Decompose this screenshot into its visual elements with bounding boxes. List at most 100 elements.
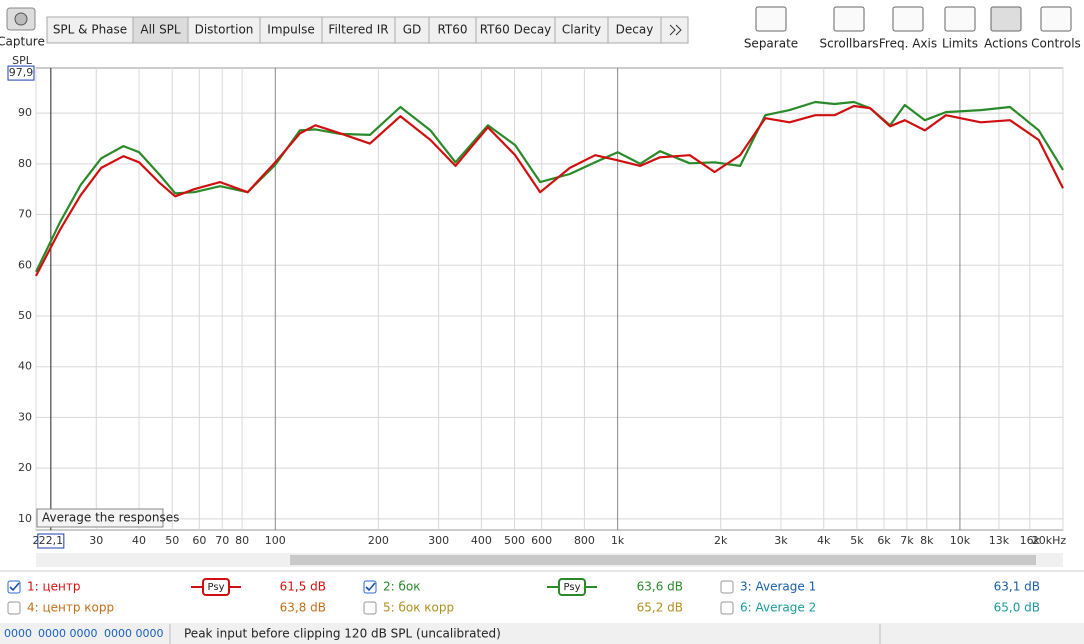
tab-label: Decay xyxy=(616,23,654,37)
status-bar xyxy=(0,623,1084,644)
button-label: Freq. Axis xyxy=(879,37,937,51)
cursor-y-box xyxy=(7,65,35,81)
x-tick-label: 5k xyxy=(850,534,864,547)
toolbar-button[interactable]: Freq. Axis xyxy=(879,6,937,51)
toolbar-button[interactable]: Actions xyxy=(984,6,1028,51)
checkbox[interactable] xyxy=(720,580,734,594)
x-tick-label: 30 xyxy=(89,534,103,547)
trace-level: 63,8 dB xyxy=(280,601,326,615)
smoothing-label: Psy xyxy=(208,582,225,593)
tab[interactable]: GD xyxy=(394,16,430,44)
x-tick-label: 8k xyxy=(920,534,934,547)
x-tick-label: 500 xyxy=(504,534,525,547)
button-label: Scrollbars xyxy=(819,37,878,51)
tab[interactable]: RT60 xyxy=(428,16,477,44)
tab[interactable]: All SPL xyxy=(132,16,189,44)
legend-entry[interactable]: 4: центр корр 63,8 dB xyxy=(7,601,326,615)
y-tick-label: 10 xyxy=(18,512,32,525)
checkmark xyxy=(9,582,20,592)
trace-level: 65,0 dB xyxy=(994,601,1040,615)
button-icon xyxy=(1040,6,1072,32)
button-label: Controls xyxy=(1031,37,1081,51)
x-tick-label: 3k xyxy=(774,534,788,547)
toolbar-button[interactable]: Controls xyxy=(1031,6,1081,51)
trace-level: 61,5 dB xyxy=(280,580,326,594)
trace-level: 65,2 dB xyxy=(637,601,683,615)
checkmark xyxy=(365,582,376,592)
tab-label: All SPL xyxy=(140,23,181,37)
trace-name: 3: Average 1 xyxy=(740,580,816,594)
cursor-y-label: 97,9 xyxy=(9,66,34,79)
tab-box xyxy=(132,16,189,44)
plot: 10 20 30 40 50 60 70 80 90 2 30 40 50 60 70 80 100 200 300… xyxy=(7,65,1067,549)
plot-area xyxy=(35,67,1064,531)
legend: 1: центр Psy 61,5 dB 2: бок Psy 63,6 dB 3: Ave… xyxy=(7,578,1040,615)
status-counter: 0000 0000 xyxy=(104,627,164,640)
toolbar-button[interactable]: Separate xyxy=(744,6,798,51)
button-label: Limits xyxy=(942,37,978,51)
button-icon xyxy=(892,6,924,32)
tab-box xyxy=(259,16,323,44)
checkbox[interactable] xyxy=(363,580,377,594)
tab-box xyxy=(394,16,430,44)
capture-button[interactable]: Capture xyxy=(0,7,45,49)
x-tick-label: 70 xyxy=(215,534,229,547)
x-tick-label: 60 xyxy=(192,534,206,547)
checkbox[interactable] xyxy=(363,601,377,615)
capture-label: Capture xyxy=(0,35,45,49)
x-tick-label: 2 xyxy=(33,534,40,547)
button-icon xyxy=(755,6,787,32)
smoothing-box xyxy=(558,578,586,596)
legend-entry[interactable]: 1: центр Psy 61,5 dB xyxy=(7,578,326,596)
tab[interactable]: RT60 Decay xyxy=(475,16,556,44)
y-tick-label: 60 xyxy=(18,258,32,271)
tab-box xyxy=(46,16,134,44)
tab-bar: SPL & Phase All SPL Distortion Impulse Filte… xyxy=(46,16,662,44)
x-tick-label: 10k xyxy=(950,534,971,547)
tab-label: Impulse xyxy=(267,23,314,37)
x-tick-label: 16k xyxy=(1020,534,1041,547)
trace-name: 5: бок корр xyxy=(383,601,454,615)
checkbox[interactable] xyxy=(7,601,21,615)
x-tick-label: 1k xyxy=(611,534,625,547)
tab-box xyxy=(475,16,556,44)
y-tick-label: 90 xyxy=(18,106,32,119)
y-tick-label: 40 xyxy=(18,360,32,373)
x-tick-label: 20kHz xyxy=(1032,534,1067,547)
status-counter: 0000 0000 xyxy=(38,627,98,640)
tab-box xyxy=(321,16,396,44)
more-tabs[interactable] xyxy=(660,16,689,44)
tab-label: SPL & Phase xyxy=(53,23,127,37)
toolbar-button[interactable]: Scrollbars xyxy=(819,6,879,51)
legend-entry[interactable]: 3: Average 1 63,1 dB xyxy=(720,580,1040,594)
x-tick-label: 40 xyxy=(132,534,146,547)
checkbox[interactable] xyxy=(7,580,21,594)
x-tick-label: 6k xyxy=(877,534,891,547)
tab-label: RT60 Decay xyxy=(480,23,552,37)
trace-name: 6: Average 2 xyxy=(740,601,816,615)
legend-entry[interactable]: 6: Average 2 65,0 dB xyxy=(720,601,1040,615)
tab[interactable]: Distortion xyxy=(187,16,261,44)
tab[interactable]: Decay xyxy=(607,16,662,44)
toolbar-button[interactable]: Limits xyxy=(942,6,978,51)
y-tick-label: 80 xyxy=(18,157,32,170)
trace-name: 2: бок xyxy=(383,580,420,594)
y-tick-label: 20 xyxy=(18,461,32,474)
y-tick-label: 70 xyxy=(18,208,32,221)
trace-level: 63,1 dB xyxy=(994,580,1040,594)
legend-entry[interactable]: 2: бок Psy 63,6 dB xyxy=(363,578,683,596)
tab[interactable]: SPL & Phase xyxy=(46,16,134,44)
legend-entry[interactable]: 5: бок корр 65,2 dB xyxy=(363,601,683,615)
button-icon xyxy=(990,6,1022,32)
checkbox[interactable] xyxy=(720,601,734,615)
tab-label: GD xyxy=(403,23,422,37)
scrollbar-thumb[interactable] xyxy=(290,555,1036,565)
tab-label: Distortion xyxy=(195,23,254,37)
x-tick-label: 80 xyxy=(235,534,249,547)
y-axis-label: SPL xyxy=(12,54,33,67)
tab[interactable]: Filtered IR xyxy=(321,16,396,44)
tab[interactable]: Impulse xyxy=(259,16,323,44)
tab-label: Clarity xyxy=(562,23,601,37)
y-tick-label: 30 xyxy=(18,410,32,423)
tab[interactable]: Clarity xyxy=(554,16,609,44)
